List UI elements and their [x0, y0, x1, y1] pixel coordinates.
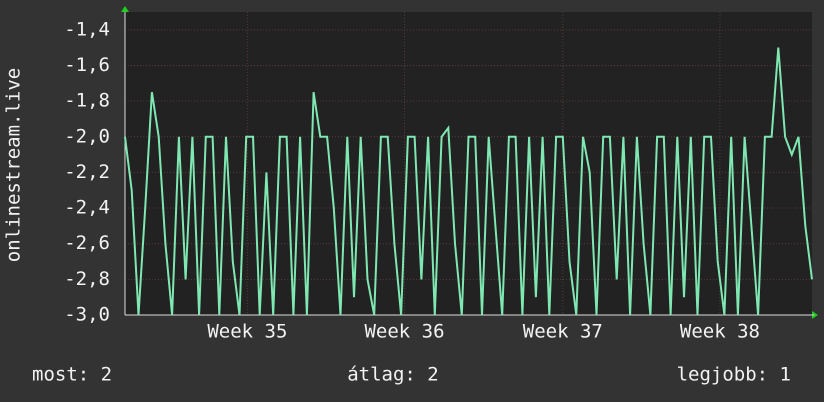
- x-tick-label: Week 36: [364, 321, 444, 343]
- y-tick-label: -3,0: [64, 304, 110, 326]
- y-tick-label: -2,2: [64, 161, 110, 183]
- x-tick-label: Week 35: [207, 321, 287, 343]
- y-axis-label: onlinestream.live: [3, 68, 25, 262]
- series-line: [124, 47, 813, 316]
- y-tick-label: -1,4: [64, 18, 110, 40]
- y-tick-label: -2,4: [64, 197, 110, 219]
- footer-average: átlag: 2: [347, 364, 439, 386]
- y-tick-label: -1,8: [64, 90, 110, 112]
- y-tick-label: -2,6: [64, 232, 110, 254]
- plot-area: [125, 12, 812, 315]
- y-tick-label: -2,0: [64, 125, 110, 147]
- footer-best: legjobb: 1: [677, 364, 791, 386]
- x-tick-label: Week 37: [523, 321, 603, 343]
- x-axis-arrow: [812, 311, 818, 319]
- footer-current: most: 2: [32, 364, 112, 386]
- y-tick-label: -2,8: [64, 268, 110, 290]
- y-axis-arrow: [121, 6, 129, 12]
- x-tick-label: Week 38: [680, 321, 760, 343]
- y-tick-label: -1,6: [64, 54, 110, 76]
